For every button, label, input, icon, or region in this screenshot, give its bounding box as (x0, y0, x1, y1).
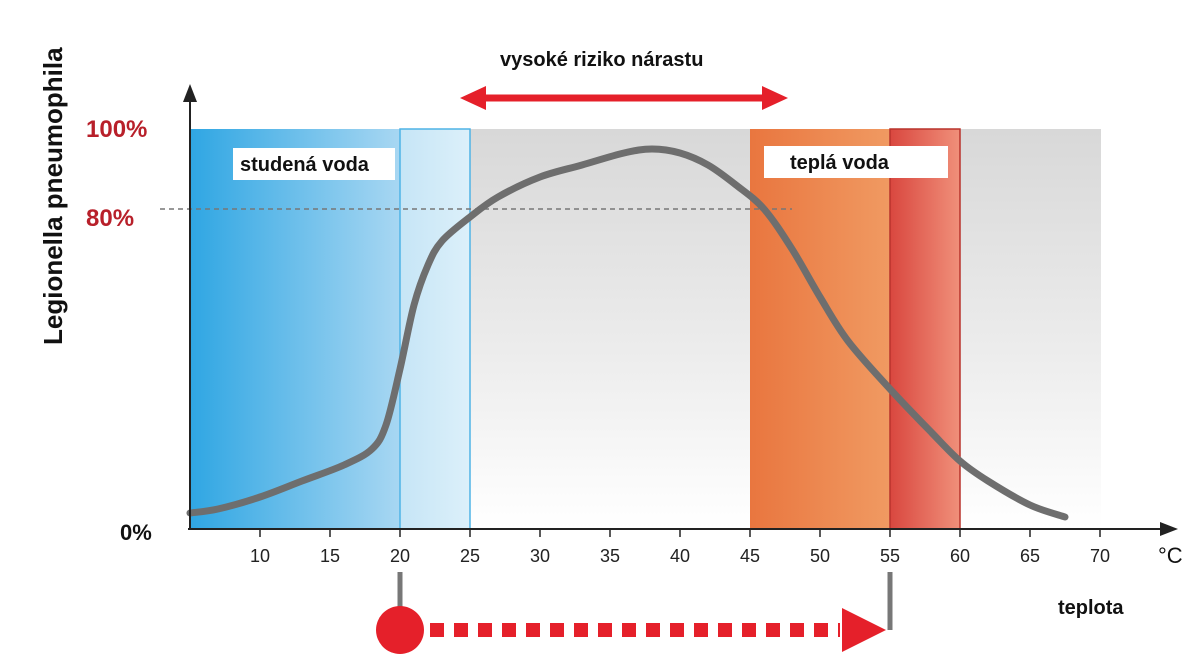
y-axis-arrow-icon (183, 84, 197, 102)
risk-label: vysoké riziko nárastu (500, 49, 703, 71)
risk-arrow-icon (460, 86, 788, 110)
x-tick-label: 65 (1020, 546, 1040, 566)
x-tick-label: 60 (950, 546, 970, 566)
y-tick-100: 100% (86, 116, 147, 143)
zone-cold-label: studená voda (240, 154, 370, 176)
x-tick-label: 55 (880, 546, 900, 566)
transition-arrow (376, 572, 893, 654)
x-tick-label: 25 (460, 546, 480, 566)
transition-arrowhead-icon (842, 608, 886, 652)
x-tick-label: 40 (670, 546, 690, 566)
x-tick-label: 20 (390, 546, 410, 566)
x-axis-arrow-icon (1160, 522, 1178, 536)
zones (190, 128, 961, 530)
x-axis-unit: °C (1158, 543, 1183, 568)
series-line (186, 145, 1069, 521)
y-tick-80: 80% (86, 205, 134, 232)
y-tick-0: 0% (120, 520, 152, 545)
x-tick-label: 30 (530, 546, 550, 566)
y-axis-title: Legionella pneumophila (38, 47, 68, 345)
x-tick-label: 45 (740, 546, 760, 566)
x-tick-label: 70 (1090, 546, 1110, 566)
x-tick-label: 35 (600, 546, 620, 566)
zone-cold (190, 129, 400, 529)
zone-warm-label-box (764, 146, 948, 178)
x-tick-label: 10 (250, 546, 270, 566)
x-tick-label: 50 (810, 546, 830, 566)
zone-cold-label-box (233, 148, 395, 180)
transition-start-dot (376, 606, 424, 654)
zone-hot (889, 128, 961, 530)
x-tick-label: 15 (320, 546, 340, 566)
zone-warm-label: teplá voda (790, 152, 890, 174)
zone-warm (750, 129, 890, 529)
x-axis-title: teplota (1058, 597, 1124, 619)
x-ticks: 10 15 20 25 30 35 40 45 50 55 60 65 70 (250, 529, 1110, 566)
